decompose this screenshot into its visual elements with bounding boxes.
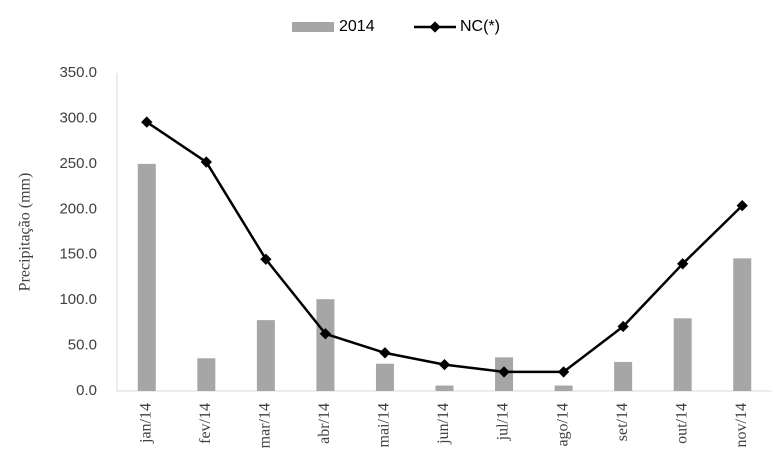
- bar: [137, 163, 156, 391]
- x-tick-label: out/14: [673, 403, 690, 444]
- bar: [375, 363, 394, 391]
- y-axis-title: Precipitação (mm): [17, 173, 34, 292]
- x-tick-label: mai/14: [376, 403, 393, 447]
- y-tick-label: 300.0: [59, 109, 97, 126]
- bar: [435, 385, 454, 391]
- line-marker: [200, 156, 212, 168]
- line-marker: [557, 366, 570, 378]
- line: [146, 121, 744, 374]
- bar: [316, 299, 335, 391]
- x-tick-label: jun/14: [435, 403, 452, 445]
- line-marker: [260, 253, 272, 265]
- y-tick-label: 200.0: [59, 200, 97, 217]
- bar: [614, 361, 633, 391]
- legend-marker: [429, 21, 441, 33]
- y-tick-label: 0.0: [76, 382, 97, 399]
- bar: [673, 318, 692, 391]
- y-tick-label: 50.0: [68, 337, 97, 354]
- x-tick-label: nov/14: [733, 403, 750, 447]
- line-marker: [736, 199, 748, 212]
- x-tick-label: fev/14: [197, 403, 214, 444]
- line-marker: [677, 258, 689, 270]
- legend-label: NC(*): [460, 18, 500, 35]
- line-marker: [319, 328, 332, 340]
- line-marker: [438, 358, 451, 371]
- y-tick-label: 350.0: [59, 64, 97, 81]
- x-tick-label: abr/14: [316, 403, 333, 444]
- line-marker: [617, 320, 629, 333]
- bar: [197, 358, 216, 391]
- bar: [256, 320, 275, 391]
- line-marker: [498, 366, 510, 378]
- bar: [733, 258, 752, 391]
- bar: [554, 385, 573, 391]
- y-tick-label: 250.0: [59, 155, 97, 172]
- line-marker: [379, 347, 391, 359]
- y-tick-label: 150.0: [59, 246, 97, 263]
- x-tick-label: ago/14: [554, 403, 571, 447]
- x-tick-label: mar/14: [257, 403, 274, 448]
- x-tick-label: jan/14: [137, 403, 154, 444]
- y-tick-label: 100.0: [59, 291, 97, 308]
- legend-label: 2014: [339, 18, 375, 35]
- legend-swatch: [292, 22, 334, 32]
- x-tick-label: set/14: [614, 403, 631, 441]
- x-tick-label: jul/14: [495, 403, 512, 441]
